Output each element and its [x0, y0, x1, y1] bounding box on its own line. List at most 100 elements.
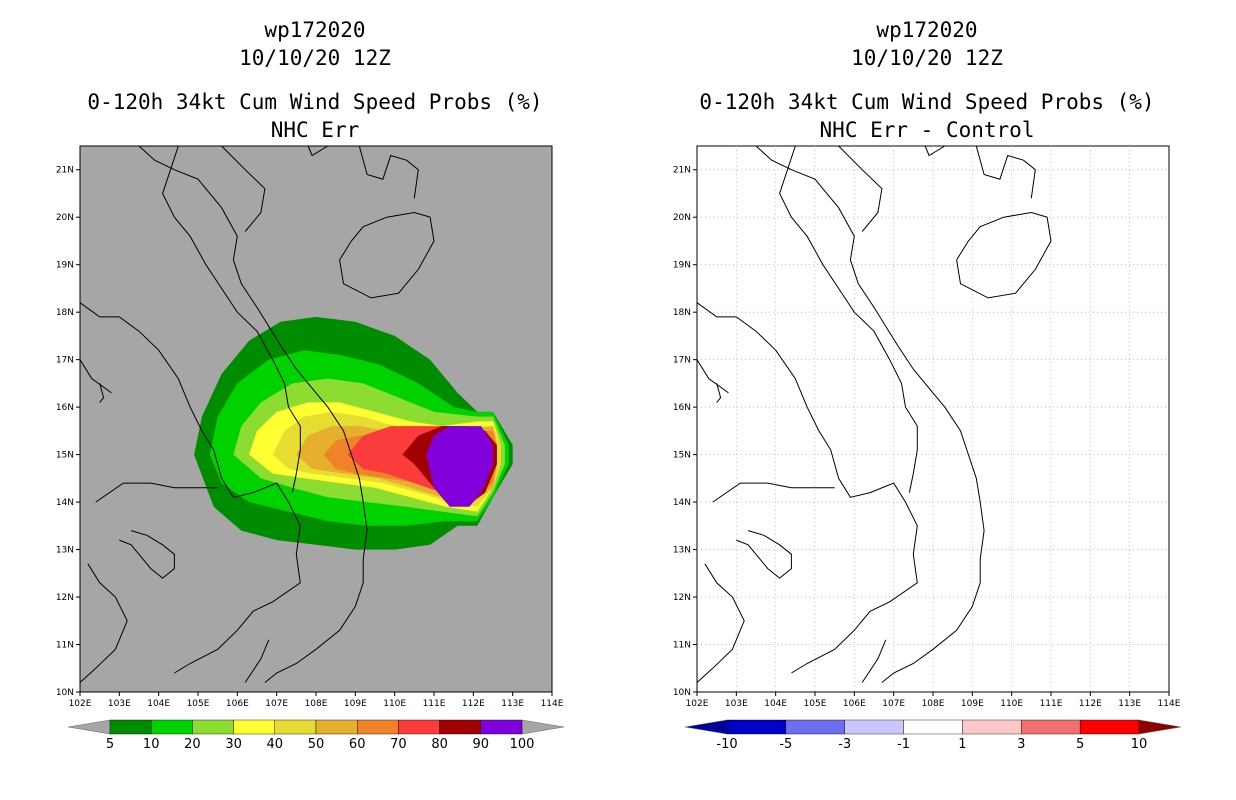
colorbar-label: 50: [308, 737, 325, 752]
lat-label: 21N: [673, 166, 691, 176]
colorbar-label: 80: [431, 737, 448, 752]
colorbar-label: 60: [349, 737, 366, 752]
colorbar-label: -3: [838, 737, 851, 752]
coastline: [696, 359, 729, 394]
lat-label: 11N: [56, 641, 74, 651]
colorbar-label: 100: [510, 737, 535, 752]
coastline: [716, 383, 722, 403]
lon-label: 107E: [882, 699, 905, 709]
lon-label: 111E: [1040, 699, 1063, 709]
lat-label: 10N: [56, 688, 74, 698]
right-axis-labels: 21N 20N 19N 18N 17N 16N 15N 14N 13N 12N 11N 10N102E…: [673, 166, 1181, 709]
lon-label: 110E: [383, 699, 406, 709]
colorbar-swatch: [233, 719, 276, 735]
lon-label: 102E: [686, 699, 709, 709]
lon-label: 107E: [265, 699, 288, 709]
colorbar-label: 10: [143, 737, 160, 752]
coastline: [99, 383, 105, 403]
right-gridlines: [697, 146, 1169, 692]
right-colorbar: -10 -5 -3 -1 1 3 5 10: [684, 719, 1182, 752]
colorbar-label: 5: [1076, 737, 1084, 752]
lat-label: 21N: [56, 166, 74, 176]
colorbar-left-arrow: [684, 719, 728, 735]
lon-label: 103E: [108, 699, 131, 709]
lon-label: 102E: [69, 699, 92, 709]
coastline: [162, 145, 301, 493]
lon-label: 114E: [1158, 699, 1181, 709]
lon-label: 109E: [961, 699, 984, 709]
coastline: [956, 211, 1052, 299]
colorbar-left-arrow: [67, 719, 111, 735]
colorbar-label: -10: [716, 737, 737, 752]
lon-label: 111E: [423, 699, 446, 709]
coastline: [779, 145, 918, 493]
coastline: [307, 145, 329, 157]
left-colorbar: 5 10 20 30 40 50 60 70 80 90 100: [67, 719, 565, 752]
coastline: [138, 145, 368, 683]
right-difference-map: 21N 20N 19N 18N 17N 16N 15N 14N 13N 12N 11N 10N102E…: [673, 145, 1182, 752]
colorbar-swatch: [480, 719, 523, 735]
coastline: [838, 145, 883, 232]
right-product-title: 0-120h 34kt Cum Wind Speed Probs (%): [699, 90, 1155, 114]
coastline: [119, 530, 175, 579]
right-storm-id: wp172020: [876, 18, 978, 42]
colorbar-swatch: [1021, 719, 1081, 735]
lon-label: 108E: [922, 699, 945, 709]
lon-label: 110E: [1000, 699, 1023, 709]
coastline: [924, 145, 946, 157]
lat-label: 18N: [56, 308, 74, 318]
colorbar-label: 90: [473, 737, 490, 752]
colorbar-swatch: [726, 719, 787, 735]
prob-contour-90: [426, 426, 493, 507]
lat-label: 13N: [56, 546, 74, 556]
colorbar-swatch: [150, 719, 193, 735]
left-axis-labels: 21N 20N 19N 18N 17N 16N 15N 14N 13N 12N 11N 10N102E…: [56, 166, 564, 709]
coastline: [221, 145, 266, 232]
colorbar-swatch: [903, 719, 963, 735]
coastline: [755, 145, 985, 683]
lat-label: 17N: [56, 356, 74, 366]
lat-label: 16N: [673, 403, 691, 413]
colorbar-swatch: [315, 719, 358, 735]
lon-label: 113E: [501, 699, 524, 709]
coastline: [358, 145, 419, 199]
colorbar-label: 3: [1017, 737, 1025, 752]
coastline: [339, 211, 435, 299]
lat-label: 15N: [673, 451, 691, 461]
colorbar-swatch: [1079, 719, 1140, 735]
lat-label: 16N: [56, 403, 74, 413]
colorbar-label: 30: [225, 737, 242, 752]
colorbar-swatch: [192, 719, 234, 735]
lon-label: 106E: [843, 699, 866, 709]
lat-label: 13N: [673, 546, 691, 556]
lat-label: 18N: [673, 308, 691, 318]
coastline: [861, 639, 887, 683]
lon-label: 105E: [187, 699, 210, 709]
right-datetime: 10/10/20 12Z: [851, 46, 1003, 70]
lon-label: 103E: [725, 699, 748, 709]
colorbar-label: -1: [897, 737, 910, 752]
colorbar-label: 1: [958, 737, 966, 752]
lon-label: 105E: [804, 699, 827, 709]
lat-label: 11N: [673, 641, 691, 651]
colorbar-right-arrow: [521, 719, 565, 735]
lat-label: 19N: [673, 261, 691, 271]
colorbar-swatch: [109, 719, 152, 735]
colorbar-right-arrow: [1138, 719, 1182, 735]
left-probability-map: 21N 20N 19N 18N 17N 16N 15N 14N 13N 12N 11N 10N102E…: [56, 145, 565, 752]
colorbar-label: 5: [106, 737, 114, 752]
colorbar-label: -5: [779, 737, 792, 752]
lon-label: 109E: [344, 699, 367, 709]
coastline: [696, 563, 745, 683]
lat-label: 14N: [56, 498, 74, 508]
lon-label: 104E: [764, 699, 787, 709]
coastline: [244, 639, 270, 683]
left-subtitle: NHC Err: [270, 118, 360, 142]
colorbar-swatch: [398, 719, 440, 735]
lon-label: 108E: [305, 699, 328, 709]
colorbar-swatch: [844, 719, 904, 735]
lat-label: 15N: [56, 451, 74, 461]
lon-label: 112E: [1079, 699, 1102, 709]
coastline: [736, 530, 792, 579]
coastline: [79, 359, 112, 394]
